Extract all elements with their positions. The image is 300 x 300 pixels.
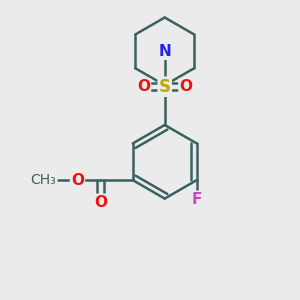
Text: S: S	[159, 78, 171, 96]
Text: O: O	[137, 79, 150, 94]
Text: O: O	[179, 79, 192, 94]
Text: F: F	[191, 192, 202, 207]
Text: N: N	[158, 44, 171, 59]
Text: CH₃: CH₃	[31, 173, 56, 187]
Text: O: O	[71, 173, 84, 188]
Text: O: O	[94, 195, 107, 210]
